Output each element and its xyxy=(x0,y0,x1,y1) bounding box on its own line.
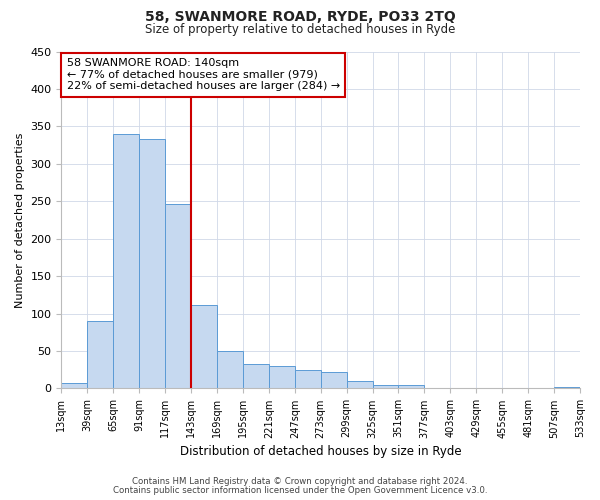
Bar xyxy=(554,387,580,388)
Bar xyxy=(269,366,295,388)
Bar xyxy=(139,139,165,388)
Bar xyxy=(398,386,424,388)
Bar xyxy=(61,383,88,388)
Bar xyxy=(191,304,217,388)
Text: Contains HM Land Registry data © Crown copyright and database right 2024.: Contains HM Land Registry data © Crown c… xyxy=(132,477,468,486)
Bar xyxy=(165,204,191,388)
Bar xyxy=(321,372,347,388)
Bar xyxy=(347,381,373,388)
Bar xyxy=(88,321,113,388)
Text: Contains public sector information licensed under the Open Government Licence v3: Contains public sector information licen… xyxy=(113,486,487,495)
X-axis label: Distribution of detached houses by size in Ryde: Distribution of detached houses by size … xyxy=(180,444,461,458)
Text: 58, SWANMORE ROAD, RYDE, PO33 2TQ: 58, SWANMORE ROAD, RYDE, PO33 2TQ xyxy=(145,10,455,24)
Bar xyxy=(295,370,321,388)
Bar xyxy=(113,134,139,388)
Bar xyxy=(373,384,398,388)
Text: Size of property relative to detached houses in Ryde: Size of property relative to detached ho… xyxy=(145,22,455,36)
Text: 58 SWANMORE ROAD: 140sqm
← 77% of detached houses are smaller (979)
22% of semi-: 58 SWANMORE ROAD: 140sqm ← 77% of detach… xyxy=(67,58,340,92)
Y-axis label: Number of detached properties: Number of detached properties xyxy=(15,132,25,308)
Bar xyxy=(217,351,243,389)
Bar xyxy=(243,364,269,388)
